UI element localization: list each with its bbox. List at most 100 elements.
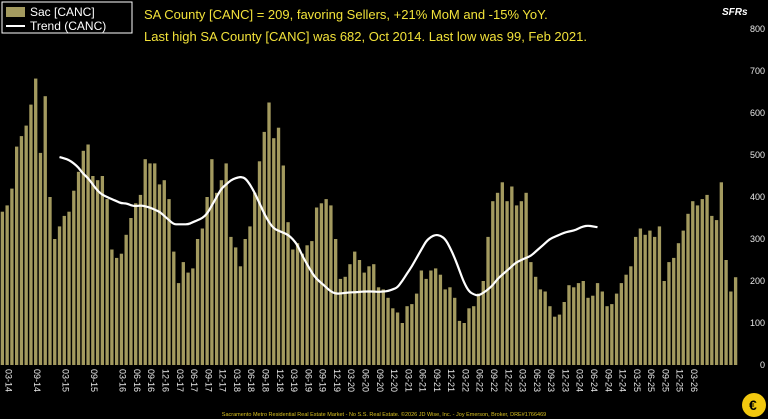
bar [381,289,385,365]
y-tick-label: 100 [750,318,765,328]
bar [110,249,114,365]
y-tick-label: 800 [750,24,765,34]
y-axis: 0 100 200 300 400 500 600 700 800 [750,24,765,370]
x-tick-label: 06-23 [532,369,542,392]
bar [157,184,162,365]
bar [605,306,609,365]
bar [395,312,400,365]
bar [276,127,281,365]
bar [410,304,414,365]
bar [238,266,243,365]
bar [443,289,447,365]
bar [219,180,224,365]
x-tick-label: 09-18 [261,369,271,392]
bar [448,287,452,365]
bar [591,295,595,365]
bar [348,264,352,365]
legend-bar-swatch [6,7,25,17]
sfrs-label: SFRs [722,7,748,18]
x-tick-label: 03-16 [118,369,128,392]
x-tick-label: 03-23 [518,369,528,392]
bar [286,222,290,365]
bar [143,159,147,365]
bar [300,253,305,365]
x-tick-label: 06-18 [246,369,256,392]
bar [610,304,614,365]
bar [486,236,490,365]
bar [457,320,462,365]
bar [148,163,152,365]
bar [338,278,343,365]
x-tick-label: 12-19 [332,369,342,392]
bar [372,264,376,365]
bar [405,306,409,365]
bar [362,272,366,365]
trend-line [59,156,598,297]
bar [505,201,509,365]
bar [38,152,43,365]
bar [657,226,662,365]
x-tick-label: 06-25 [646,369,656,392]
chart-subtitle: Last high SA County [CANC] was 682, Oct … [144,29,587,44]
y-tick-label: 600 [750,108,765,118]
bar [234,247,238,365]
bar [76,171,81,365]
x-tick-label: 03-20 [346,369,356,392]
bar [600,291,604,365]
y-tick-label: 700 [750,66,765,76]
x-tick-label: 12-17 [218,369,228,392]
bar [295,243,300,365]
x-tick-label: 09-25 [660,369,670,392]
bar [453,297,457,365]
bar [633,236,638,365]
y-tick-label: 400 [750,192,765,202]
bar [138,194,143,365]
bar [714,220,719,365]
bar [324,199,328,365]
x-tick-label: 03-24 [575,369,585,392]
x-tick-label: 06-16 [132,369,142,392]
bar [19,136,24,365]
y-tick-label: 0 [760,360,765,370]
x-tick-label: 03-14 [3,369,13,392]
bar [267,102,271,365]
bar [386,297,390,365]
bar [67,211,71,365]
bar [724,260,728,365]
bar [653,236,657,365]
bar [5,205,9,365]
bar [186,272,190,365]
x-tick-label: 03-18 [232,369,242,392]
bar [691,201,695,365]
bar [376,287,381,365]
bar [91,176,95,365]
bar [414,293,419,365]
bar [105,199,109,365]
x-tick-label: 03-17 [175,369,185,392]
bar [291,249,295,365]
bar [462,323,466,365]
bar [281,165,285,365]
bar [419,270,424,365]
bar [191,268,195,365]
bar [676,243,681,365]
x-tick-label: 09-17 [203,369,213,392]
bar [229,236,233,365]
x-tick-label: 12-24 [618,369,628,392]
x-tick-label: 12-20 [389,369,399,392]
bar [438,274,443,365]
bar [124,234,128,365]
x-tick-label: 03-22 [461,369,471,392]
bar [95,180,100,365]
bar [129,218,133,365]
bar [624,274,628,365]
y-tick-label: 200 [750,276,765,286]
bar [391,308,395,365]
bar [476,293,481,365]
chart-title: SA County [CANC] = 209, favoring Sellers… [144,7,548,22]
bar [614,293,619,365]
bar [205,197,209,365]
bar [34,78,38,365]
bar [638,228,643,365]
